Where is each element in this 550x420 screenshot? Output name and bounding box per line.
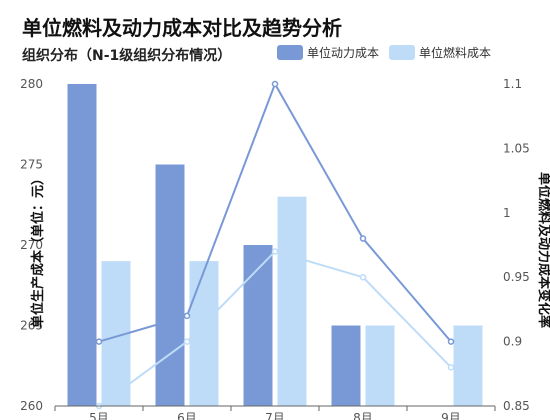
y-left-tick-label: 270 — [20, 238, 43, 252]
x-tick-label: 6月 — [177, 411, 197, 420]
chart-legend: 单位动力成本 单位燃料成本 — [277, 44, 501, 61]
legend-label-fuel-cost: 单位燃料成本 — [419, 46, 492, 60]
chart-subtitle: 组织分布（N-1级组织分布情况） — [22, 48, 232, 64]
bar-fuel-cost — [365, 325, 395, 406]
y-right-tick-label: 0.85 — [503, 399, 530, 413]
y-right-tick-label: 1.05 — [503, 141, 530, 155]
line-point-1 — [95, 338, 103, 345]
line-series-1 — [98, 81, 452, 343]
bar-power-cost — [331, 325, 361, 406]
y-right-tick-label: 1.1 — [503, 77, 522, 91]
legend-label-power-cost: 单位动力成本 — [307, 46, 380, 60]
bar-fuel-cost — [277, 196, 307, 406]
bar-power-cost — [67, 84, 97, 406]
y-right-tick-label: 1 — [503, 206, 511, 220]
chart-title: 单位燃料及动力成本对比及趋势分析 — [22, 16, 342, 40]
bar-power-cost — [243, 245, 273, 406]
x-tick-label: 8月 — [353, 411, 373, 420]
line-point-2 — [183, 338, 191, 345]
y-right-axis-title: 单位燃料及动力成本变化率 — [536, 172, 550, 328]
line-point-1 — [359, 235, 367, 242]
y-left-tick-label: 260 — [20, 399, 43, 413]
bar-fuel-cost — [453, 325, 483, 406]
x-tick-label: 7月 — [265, 411, 285, 420]
y-left-axis-title: 单位生产成本（单位：元） — [30, 172, 46, 328]
bar-power-cost — [155, 164, 185, 406]
y-right-tick-label: 0.95 — [503, 270, 530, 284]
line-point-2 — [359, 273, 367, 281]
legend-item-power-cost[interactable]: 单位动力成本 — [277, 44, 379, 61]
y-left-tick-label: 280 — [20, 77, 43, 91]
line-point-1 — [183, 312, 191, 320]
legend-swatch-power-cost — [277, 45, 303, 60]
line-point-2 — [271, 248, 279, 255]
line-point-1 — [447, 338, 455, 345]
legend-swatch-fuel-cost — [389, 45, 416, 60]
y-right-tick-label: 0.9 — [503, 335, 522, 349]
line-point-1 — [271, 80, 279, 88]
y-left-tick-label: 265 — [20, 319, 43, 333]
line-point-2 — [447, 364, 455, 371]
legend-item-fuel-cost[interactable]: 单位燃料成本 — [389, 44, 491, 61]
line-series-2 — [98, 250, 452, 407]
x-tick-label: 9月 — [441, 411, 461, 420]
y-left-tick-label: 275 — [20, 158, 43, 172]
x-tick-label: 5月 — [89, 411, 109, 420]
